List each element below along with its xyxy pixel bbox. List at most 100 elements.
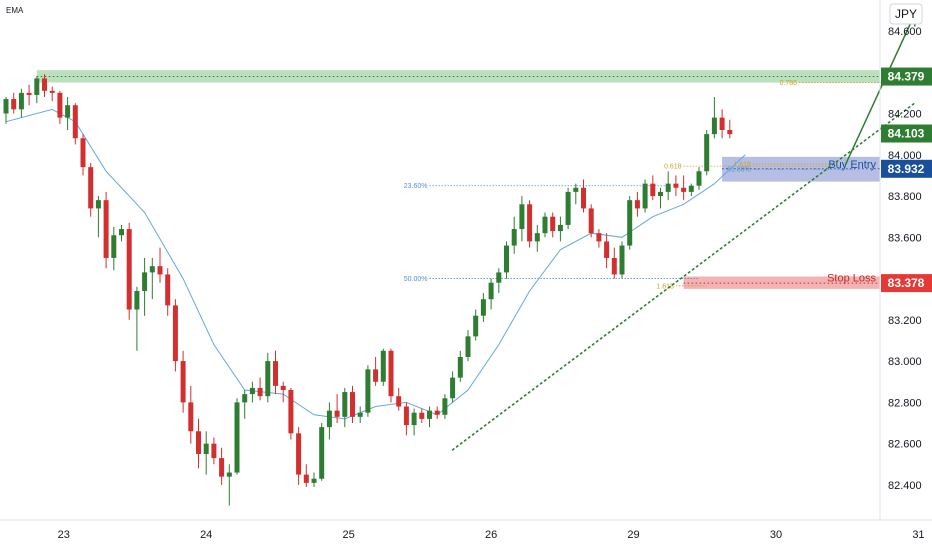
price-tick-label: 84.200: [888, 108, 922, 120]
candle-body: [596, 233, 602, 242]
candle: [727, 119, 733, 139]
candle-body: [557, 224, 563, 232]
candle: [42, 74, 47, 97]
candle: [34, 76, 40, 104]
time-tick-label: 30: [770, 529, 782, 541]
candle-body: [681, 187, 687, 192]
candle: [634, 191, 640, 217]
candle-body: [350, 392, 355, 417]
candle-body: [134, 290, 140, 310]
time-axis[interactable]: 23 24 25 26 29 30 31: [58, 529, 925, 541]
candle: [350, 385, 355, 424]
candle-body: [488, 282, 494, 300]
candle: [565, 187, 571, 230]
candle-body: [665, 183, 671, 192]
candle-body: [65, 105, 71, 118]
candle: [642, 179, 648, 213]
candle: [196, 418, 201, 469]
candle: [504, 241, 509, 279]
support-trendline: [451, 102, 916, 451]
fib-label: 23.60%: [404, 183, 428, 190]
candle: [673, 175, 679, 197]
candle-body: [219, 458, 225, 477]
candle: [519, 196, 525, 242]
candle-body: [565, 191, 571, 225]
candle: [665, 171, 671, 201]
candle-body: [442, 398, 448, 415]
candle: [480, 293, 486, 322]
currency-label[interactable]: JPY: [895, 7, 917, 21]
candle: [411, 408, 417, 436]
ema-line: [5, 108, 746, 420]
candle-body: [49, 90, 55, 93]
candle-body: [673, 183, 679, 188]
candle-body: [234, 402, 240, 473]
candle-body: [457, 356, 463, 378]
candle-body: [172, 305, 178, 362]
candle: [26, 84, 32, 106]
candle-body: [188, 402, 194, 432]
candle: [342, 387, 348, 428]
candle: [57, 90, 63, 124]
candle-body: [534, 233, 540, 242]
candle-body: [303, 474, 309, 483]
last-price-tag-text: 84.103: [888, 127, 925, 141]
candle: [650, 175, 656, 201]
candle-body: [34, 78, 40, 95]
candle: [365, 365, 371, 417]
candle-body: [88, 167, 94, 209]
indicator-label[interactable]: EMA: [6, 6, 24, 15]
candle-body: [519, 204, 525, 230]
candle: [704, 130, 710, 176]
candle: [134, 286, 140, 351]
candle: [18, 88, 24, 118]
candle: [149, 257, 155, 300]
candle: [711, 96, 717, 139]
candle-body: [450, 377, 456, 399]
candle: [188, 385, 194, 444]
price-tick-label: 82.800: [888, 397, 922, 409]
currency-button-box[interactable]: [889, 3, 923, 25]
price-tick-label: 84.600: [888, 26, 922, 38]
candle-body: [288, 390, 294, 434]
candle-body: [588, 208, 594, 234]
candle-body: [619, 245, 625, 275]
candle-body: [719, 117, 725, 130]
candle-body: [26, 92, 32, 95]
candle: [527, 200, 533, 248]
candle: [103, 191, 109, 269]
candle-body: [496, 272, 502, 283]
candle: [557, 216, 563, 242]
currency-button[interactable]: JPY: [889, 3, 923, 25]
price-axis[interactable]: 82.40082.60082.80083.00083.20083.40083.6…: [888, 26, 922, 492]
candle: [573, 183, 579, 205]
candle: [681, 175, 687, 201]
entry-zone-label: Buy Entry: [828, 159, 876, 171]
price-tick-label: 84.000: [888, 150, 922, 162]
candle: [488, 278, 494, 310]
candle-body: [203, 443, 209, 454]
candle-body: [126, 229, 132, 310]
candle: [249, 381, 255, 403]
fib-label: 0.786: [780, 80, 798, 87]
candle-body: [380, 350, 386, 382]
candle-body: [157, 266, 163, 275]
candle: [219, 447, 225, 485]
candle-body: [604, 241, 610, 258]
candle: [550, 212, 556, 238]
candle: [688, 183, 694, 197]
candle-body: [550, 216, 556, 232]
candle: [596, 229, 602, 248]
candle: [311, 472, 317, 487]
time-tick-label: 29: [627, 529, 639, 541]
candle-body: [365, 369, 371, 413]
price-tick-label: 83.800: [888, 191, 922, 203]
candle-body: [242, 394, 248, 403]
candle-body: [311, 478, 317, 483]
candle: [49, 86, 55, 102]
candle: [257, 377, 263, 401]
candle-body: [165, 274, 171, 306]
candle-body: [465, 336, 471, 357]
